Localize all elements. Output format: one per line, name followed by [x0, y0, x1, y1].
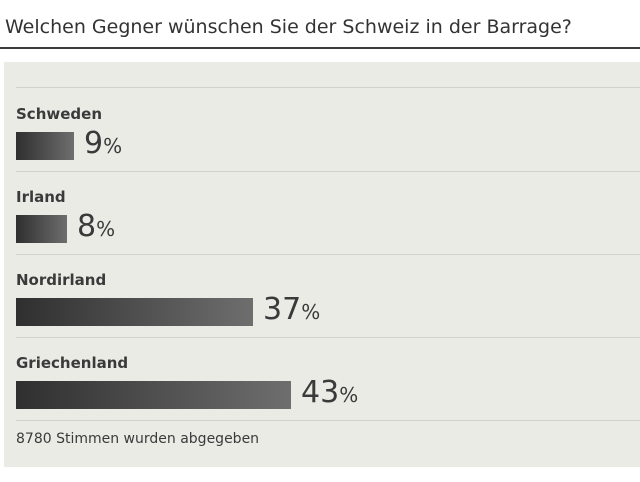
option-label: Nordirland — [16, 271, 107, 289]
percent-sign: % — [301, 300, 321, 324]
result-bar — [16, 132, 74, 160]
result-percent: 9% — [84, 125, 122, 165]
option-label: Irland — [16, 188, 66, 206]
divider — [16, 87, 640, 88]
divider — [16, 171, 640, 172]
option-label: Schweden — [16, 105, 102, 123]
divider — [16, 420, 640, 421]
result-percent: 37% — [263, 291, 320, 331]
result-bar — [16, 381, 291, 409]
poll-results-panel: Schweden 9% Irland 8% Nordirland 37% Gri… — [4, 62, 640, 467]
poll-option-nordirland: Nordirland 37% — [16, 271, 636, 341]
divider — [16, 337, 640, 338]
result-bar — [16, 298, 253, 326]
percent-value: 37 — [263, 292, 302, 327]
poll-option-griechenland: Griechenland 43% — [16, 354, 636, 424]
percent-value: 43 — [301, 375, 340, 410]
percent-sign: % — [96, 217, 116, 241]
title-divider — [0, 47, 640, 49]
option-label: Griechenland — [16, 354, 129, 372]
percent-sign: % — [103, 134, 123, 158]
result-bar — [16, 215, 67, 243]
divider — [16, 254, 640, 255]
percent-value: 9 — [84, 126, 104, 161]
vote-count: 8780 Stimmen wurden abgegeben — [16, 431, 260, 447]
poll-option-schweden: Schweden 9% — [16, 105, 636, 175]
result-percent: 43% — [301, 374, 358, 414]
poll-question: Welchen Gegner wünschen Sie der Schweiz … — [5, 16, 572, 38]
percent-sign: % — [339, 383, 359, 407]
poll-option-irland: Irland 8% — [16, 188, 636, 258]
percent-value: 8 — [77, 209, 97, 244]
result-percent: 8% — [77, 208, 115, 248]
